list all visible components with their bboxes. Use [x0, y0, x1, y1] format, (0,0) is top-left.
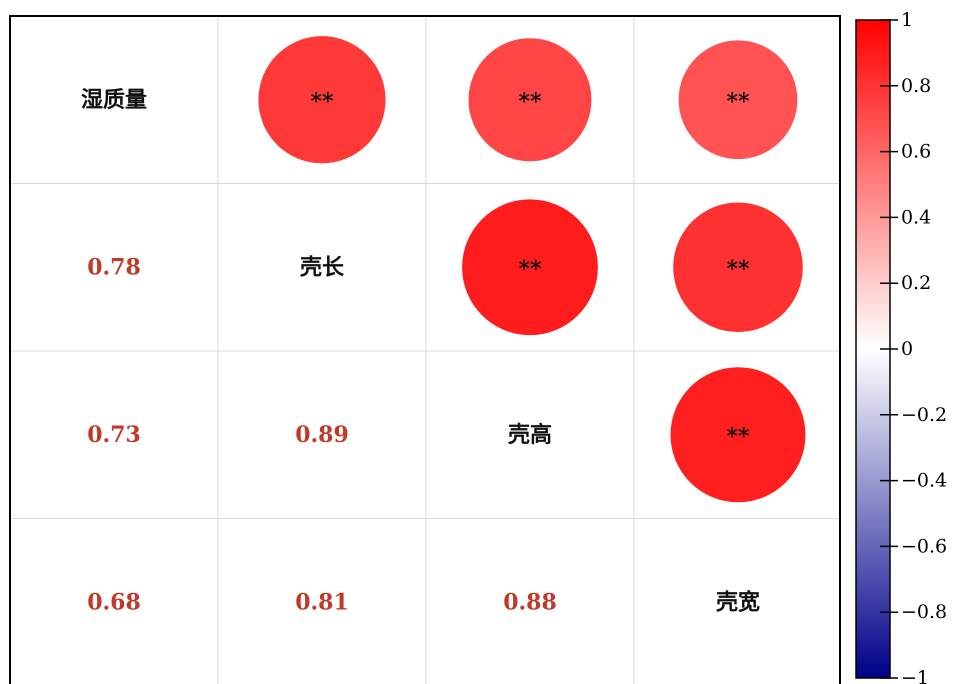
- correlation-value: 0.68: [87, 589, 141, 615]
- colorbar-tick-label: 0: [901, 338, 913, 360]
- correlation-value: 0.73: [87, 422, 141, 448]
- correlation-circle: [468, 38, 592, 162]
- correlation-circle: [670, 367, 806, 503]
- colorbar-tick-label: −1: [901, 667, 929, 684]
- correlation-value: 0.89: [295, 422, 349, 448]
- significance-marker: **: [726, 256, 750, 282]
- significance-marker: **: [310, 89, 334, 115]
- colorbar-tick-label: 0.4: [901, 206, 931, 228]
- grid-lines: [10, 16, 840, 684]
- colorbar-tick-label: −0.2: [901, 404, 947, 426]
- colorbar-tick-label: −0.8: [901, 601, 947, 623]
- correlation-value: 0.88: [503, 589, 557, 615]
- correlation-circle: [258, 36, 386, 164]
- plot-frame: [9, 15, 841, 684]
- correlation-circle: [462, 199, 598, 336]
- colorbar-tick-label: −0.6: [901, 535, 947, 557]
- colorbar-tick-label: −0.4: [901, 470, 947, 492]
- colorbar-tick-label: 0.8: [901, 75, 931, 97]
- correlation-value: 0.78: [87, 254, 141, 280]
- correlation-value: 0.81: [295, 589, 349, 615]
- significance-marker: **: [726, 89, 750, 115]
- variable-label: 壳长: [299, 254, 345, 280]
- significance-marker: **: [518, 89, 542, 115]
- colorbar-ticks: 1 0.8 0.6 0.4 0.2 0 −0.2 −0.4 −0.6 −0.8 −1: [880, 9, 947, 684]
- significance-marker: **: [726, 424, 750, 450]
- variable-label: 湿质量: [81, 87, 147, 113]
- variable-label: 壳高: [507, 422, 552, 448]
- colorbar-tick-label: 0.2: [901, 272, 931, 294]
- correlation-circle: [678, 40, 798, 160]
- correlation-circle: [673, 202, 803, 333]
- colorbar-tick-label: 0.6: [901, 141, 931, 163]
- significance-marker: **: [518, 256, 542, 282]
- colorbar: 1 0.8 0.6 0.4 0.2 0 −0.2 −0.4 −0.6 −0.8 −1: [855, 9, 947, 684]
- variable-label: 壳宽: [715, 589, 760, 615]
- colorbar-tick-label: 1: [901, 9, 913, 31]
- matrix-cells: 湿质量 ** ** ** 0.78 壳长 ** ** 0.73 0.89 壳高 ** 0.68 0.81 0…: [81, 36, 806, 615]
